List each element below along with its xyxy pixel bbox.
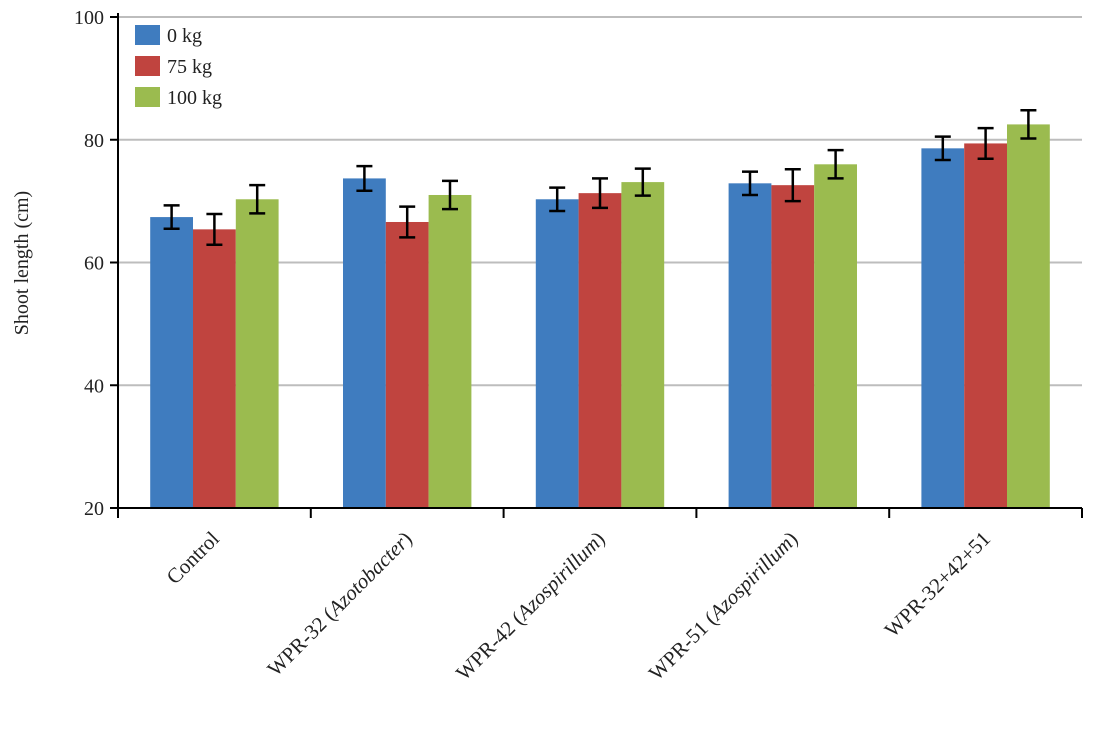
bar-100-kg xyxy=(235,199,279,508)
legend-label: 75 kg xyxy=(167,56,212,78)
bar-75-kg xyxy=(385,221,429,508)
bar-75-kg xyxy=(578,193,622,509)
bar-0-kg xyxy=(343,178,386,508)
y-tick-label: 60 xyxy=(84,253,104,275)
bar-0-kg xyxy=(728,183,772,509)
legend-label: 100 kg xyxy=(167,87,222,109)
bar-75-kg xyxy=(193,229,236,509)
bar-0-kg xyxy=(535,199,579,508)
x-tick-label: WPR-32+42+51 xyxy=(880,527,995,642)
bar-0-kg xyxy=(921,148,965,508)
x-tick-label: WPR-42 (Azospirillum) xyxy=(451,527,609,685)
y-tick-label: 20 xyxy=(84,498,104,520)
bar-75-kg xyxy=(964,143,1007,508)
legend-swatch xyxy=(135,56,160,76)
bar-100-kg xyxy=(428,194,472,509)
y-tick-label: 80 xyxy=(84,130,104,152)
x-tick-label: WPR-32 (Azotobacter) xyxy=(262,527,416,681)
bar-75-kg xyxy=(771,185,815,509)
legend-swatch xyxy=(135,87,160,107)
bar-0-kg xyxy=(150,217,193,508)
y-axis-label: Shoot length (cm) xyxy=(11,191,33,335)
x-tick-label: WPR-51 (Azospirillum) xyxy=(644,527,802,685)
bar-100-kg xyxy=(814,164,857,509)
y-tick-label: 40 xyxy=(84,375,104,397)
legend-swatch xyxy=(135,25,160,45)
legend-label: 0 kg xyxy=(167,25,202,47)
y-tick-label: 100 xyxy=(74,7,104,29)
x-tick-label: Control xyxy=(162,526,224,588)
bar-100-kg xyxy=(1007,124,1050,508)
bar-100-kg xyxy=(621,182,665,508)
